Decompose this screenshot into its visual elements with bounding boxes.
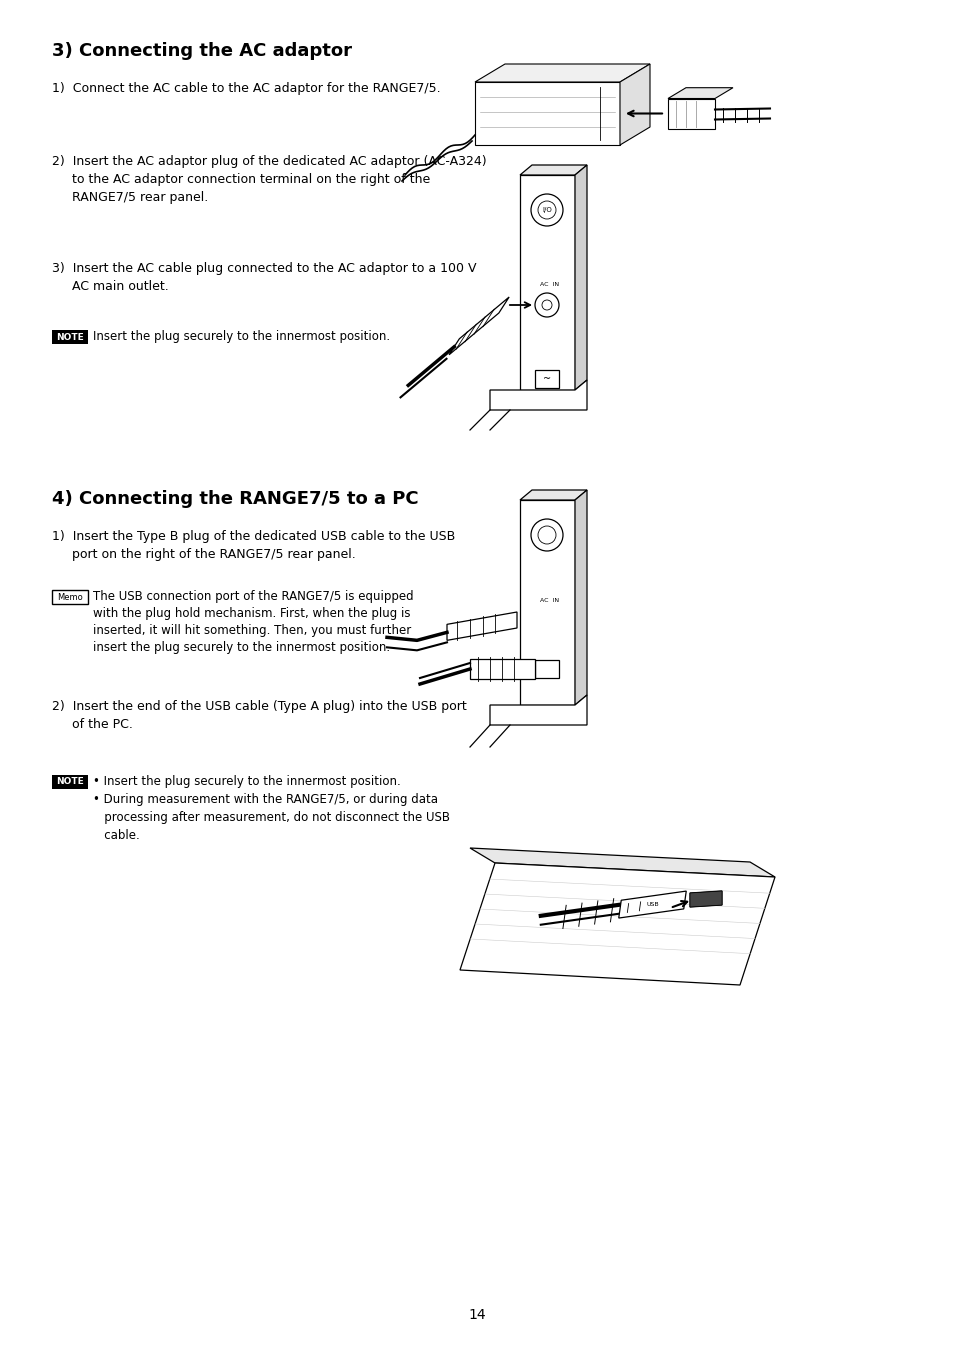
Text: • Insert the plug securely to the innermost position.: • Insert the plug securely to the innerm… <box>92 775 400 788</box>
Polygon shape <box>459 863 774 986</box>
Text: with the plug hold mechanism. First, when the plug is: with the plug hold mechanism. First, whe… <box>92 608 410 620</box>
Text: of the PC.: of the PC. <box>52 718 132 730</box>
Polygon shape <box>519 165 586 176</box>
Polygon shape <box>447 612 517 640</box>
Text: 4) Connecting the RANGE7/5 to a PC: 4) Connecting the RANGE7/5 to a PC <box>52 490 418 508</box>
Text: 3)  Insert the AC cable plug connected to the AC adaptor to a 100 V: 3) Insert the AC cable plug connected to… <box>52 262 476 275</box>
Text: USB: USB <box>645 902 659 907</box>
Text: to the AC adaptor connection terminal on the right of the: to the AC adaptor connection terminal on… <box>52 173 430 186</box>
Polygon shape <box>689 891 721 907</box>
FancyBboxPatch shape <box>52 329 88 344</box>
Polygon shape <box>689 891 721 907</box>
Polygon shape <box>667 88 732 99</box>
Polygon shape <box>490 695 586 725</box>
Polygon shape <box>470 659 535 679</box>
Text: port on the right of the RANGE7/5 rear panel.: port on the right of the RANGE7/5 rear p… <box>52 548 355 562</box>
Polygon shape <box>619 63 649 144</box>
Polygon shape <box>575 490 586 705</box>
Text: AC  IN: AC IN <box>539 282 559 288</box>
Text: 2)  Insert the end of the USB cable (Type A plug) into the USB port: 2) Insert the end of the USB cable (Type… <box>52 701 466 713</box>
FancyBboxPatch shape <box>52 775 88 788</box>
FancyBboxPatch shape <box>535 660 558 678</box>
Text: NOTE: NOTE <box>56 778 84 787</box>
Text: Insert the plug securely to the innermost position.: Insert the plug securely to the innermos… <box>92 329 390 343</box>
Text: processing after measurement, do not disconnect the USB: processing after measurement, do not dis… <box>92 811 450 824</box>
Text: ~: ~ <box>542 374 551 383</box>
Polygon shape <box>519 490 586 500</box>
Text: 1)  Connect the AC cable to the AC adaptor for the RANGE7/5.: 1) Connect the AC cable to the AC adapto… <box>52 82 440 94</box>
Text: RANGE7/5 rear panel.: RANGE7/5 rear panel. <box>52 190 208 204</box>
Text: 3) Connecting the AC adaptor: 3) Connecting the AC adaptor <box>52 42 352 59</box>
FancyBboxPatch shape <box>52 590 88 603</box>
Text: AC  IN: AC IN <box>539 598 559 602</box>
Polygon shape <box>618 891 685 918</box>
Text: • During measurement with the RANGE7/5, or during data: • During measurement with the RANGE7/5, … <box>92 792 437 806</box>
Polygon shape <box>475 63 649 82</box>
Text: insert the plug securely to the innermost position.: insert the plug securely to the innermos… <box>92 641 390 653</box>
FancyBboxPatch shape <box>535 370 558 387</box>
Text: inserted, it will hit something. Then, you must further: inserted, it will hit something. Then, y… <box>92 624 411 637</box>
Text: cable.: cable. <box>92 829 139 842</box>
Text: 1)  Insert the Type B plug of the dedicated USB cable to the USB: 1) Insert the Type B plug of the dedicat… <box>52 531 455 543</box>
Text: I/O: I/O <box>541 207 551 213</box>
Polygon shape <box>575 165 586 390</box>
Polygon shape <box>519 176 575 390</box>
Polygon shape <box>449 297 509 355</box>
Text: 14: 14 <box>468 1308 485 1322</box>
Polygon shape <box>490 379 586 410</box>
Polygon shape <box>470 848 774 878</box>
Polygon shape <box>475 82 619 144</box>
Text: AC main outlet.: AC main outlet. <box>52 279 169 293</box>
Text: Memo: Memo <box>57 593 83 602</box>
Text: NOTE: NOTE <box>56 332 84 342</box>
Text: 2)  Insert the AC adaptor plug of the dedicated AC adaptor (AC-A324): 2) Insert the AC adaptor plug of the ded… <box>52 155 486 167</box>
Text: The USB connection port of the RANGE7/5 is equipped: The USB connection port of the RANGE7/5 … <box>92 590 414 603</box>
Polygon shape <box>667 99 714 128</box>
Polygon shape <box>519 500 575 705</box>
